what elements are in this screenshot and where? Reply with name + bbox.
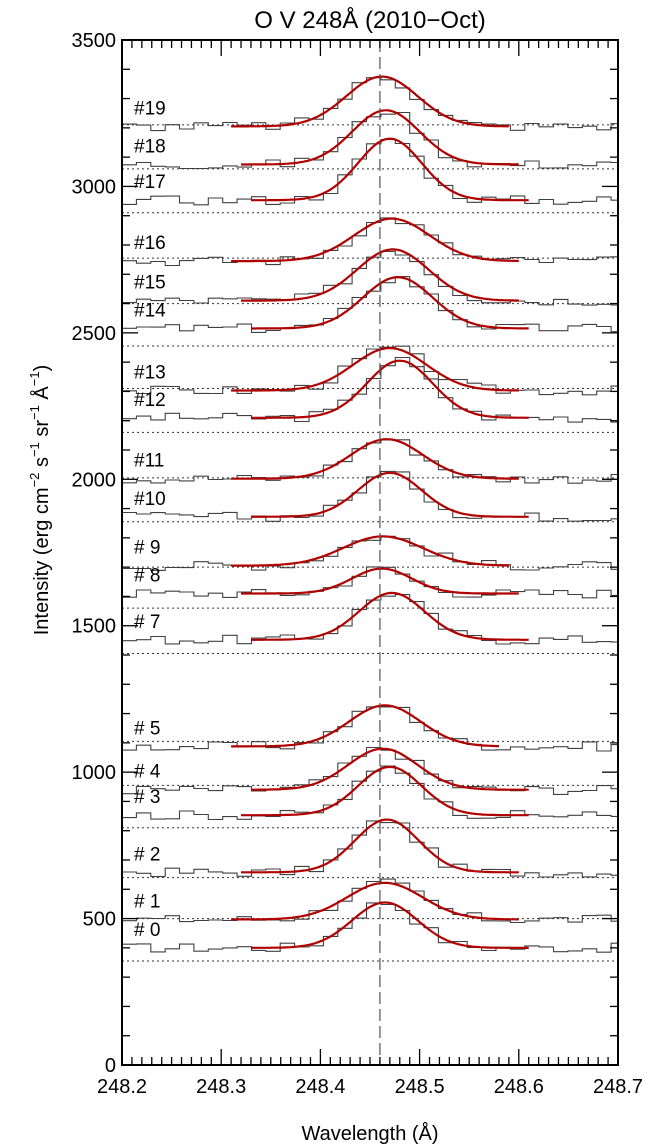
y-axis-title-exponent: −1 bbox=[27, 405, 42, 420]
observed-spectrum bbox=[122, 250, 618, 306]
plot-frame bbox=[121, 39, 619, 1066]
series-label: # 7 bbox=[134, 612, 160, 633]
y-tick-label: 3500 bbox=[72, 30, 117, 52]
series-label: # 0 bbox=[134, 920, 160, 941]
x-tick-label: 248.4 bbox=[295, 1076, 345, 1098]
observed-spectrum bbox=[122, 535, 618, 571]
series-label: #10 bbox=[134, 489, 166, 510]
x-tick-label: 248.3 bbox=[196, 1076, 246, 1098]
x-tick-label: 248.7 bbox=[593, 1076, 643, 1098]
observed-spectrum bbox=[122, 138, 618, 206]
y-axis-title-part: Intensity (erg cm bbox=[31, 487, 53, 635]
y-axis-title-exponent: −1 bbox=[27, 442, 42, 457]
series-label: # 2 bbox=[134, 844, 160, 865]
observed-spectrum bbox=[122, 345, 618, 396]
y-tick-label: 0 bbox=[105, 1055, 116, 1077]
series-label: # 5 bbox=[134, 718, 160, 739]
observed-spectrum bbox=[122, 111, 618, 170]
gaussian-fit-curve bbox=[251, 747, 529, 791]
series-label: # 8 bbox=[134, 566, 160, 587]
y-tick-label: 2000 bbox=[72, 469, 117, 491]
baseline-layer bbox=[122, 124, 618, 962]
gaussian-fit-curve bbox=[251, 359, 529, 419]
y-axis-title-part: Å bbox=[30, 386, 53, 406]
series-label: # 1 bbox=[134, 891, 160, 912]
series-label: #12 bbox=[134, 390, 166, 411]
observed-spectrum bbox=[122, 820, 618, 878]
observed-spectrum bbox=[122, 765, 618, 821]
y-axis-title-part: ) bbox=[31, 365, 53, 372]
series-label: #14 bbox=[134, 300, 166, 321]
gaussian-fit-curve bbox=[231, 217, 519, 263]
x-tick-label: 248.2 bbox=[97, 1076, 147, 1098]
y-axis-title-part: sr bbox=[31, 420, 53, 443]
y-axis-title-part: s bbox=[31, 457, 53, 473]
gaussian-fit-curve bbox=[251, 591, 529, 641]
observed-spectrum bbox=[122, 77, 618, 132]
y-axis-title: Intensity (erg cm−2 s−1 sr−1 Å−1) bbox=[27, 365, 53, 636]
observed-spectrum bbox=[122, 878, 618, 924]
y-tick-label: 2500 bbox=[72, 323, 117, 345]
observed-spectrum bbox=[122, 275, 618, 333]
series-label: #13 bbox=[134, 363, 166, 384]
gaussian-fit-curve bbox=[231, 347, 519, 392]
gaussian-fit-curve bbox=[251, 901, 529, 949]
gaussian-fit-curve bbox=[241, 765, 529, 817]
gaussian-fit-curve bbox=[251, 276, 529, 330]
y-tick-label: 1000 bbox=[72, 762, 117, 784]
series-label: # 4 bbox=[134, 762, 161, 783]
y-tick-label: 500 bbox=[83, 909, 116, 931]
gaussian-fit-curve bbox=[241, 818, 519, 874]
observed-spectrum bbox=[122, 706, 618, 752]
observed-spectrum bbox=[122, 902, 618, 953]
observed-spectrum bbox=[122, 566, 618, 599]
series-label: #16 bbox=[134, 233, 166, 254]
fit-layer bbox=[231, 75, 529, 949]
observed-spectrum bbox=[122, 746, 618, 795]
series-label: # 9 bbox=[134, 538, 160, 559]
series-label: #15 bbox=[134, 273, 166, 294]
y-tick-label: 3000 bbox=[72, 176, 117, 198]
series-label: #11 bbox=[134, 451, 164, 472]
observed-spectrum bbox=[122, 356, 618, 423]
y-axis-title-exponent: −2 bbox=[27, 473, 42, 488]
chart-title: O V 248Å (2010−Oct) bbox=[254, 6, 485, 34]
series-label: #17 bbox=[134, 172, 166, 193]
y-axis-title-exponent: −1 bbox=[27, 371, 42, 386]
series-label: #19 bbox=[134, 98, 166, 119]
gaussian-fit-curve bbox=[231, 438, 519, 480]
series-label: # 3 bbox=[134, 787, 160, 808]
gaussian-fit-curve bbox=[231, 704, 499, 748]
x-axis-title: Wavelength (Å) bbox=[301, 1122, 438, 1144]
x-tick-label: 248.6 bbox=[494, 1076, 544, 1098]
gaussian-fit-curve bbox=[231, 881, 519, 921]
series-label-layer: # 0 # 1 # 2 # 3 # 4 # 5 # 7 # 8 # 9 #10 #11 #12 #13 #… bbox=[134, 98, 166, 940]
observed-spectrum bbox=[122, 470, 618, 522]
y-tick-label: 1500 bbox=[72, 616, 117, 638]
x-tick-label: 248.5 bbox=[395, 1076, 445, 1098]
gaussian-fit-curve bbox=[231, 535, 509, 567]
series-label: #18 bbox=[134, 136, 166, 157]
tick-layer: 248.2 248.3 248.4 248.5 248.6 248.7 0 500 1000 15… bbox=[72, 30, 644, 1098]
gaussian-fit-curve bbox=[251, 471, 529, 518]
observed-layer bbox=[122, 77, 618, 953]
gaussian-fit-curve bbox=[231, 75, 509, 128]
gaussian-fit-curve bbox=[251, 137, 529, 202]
